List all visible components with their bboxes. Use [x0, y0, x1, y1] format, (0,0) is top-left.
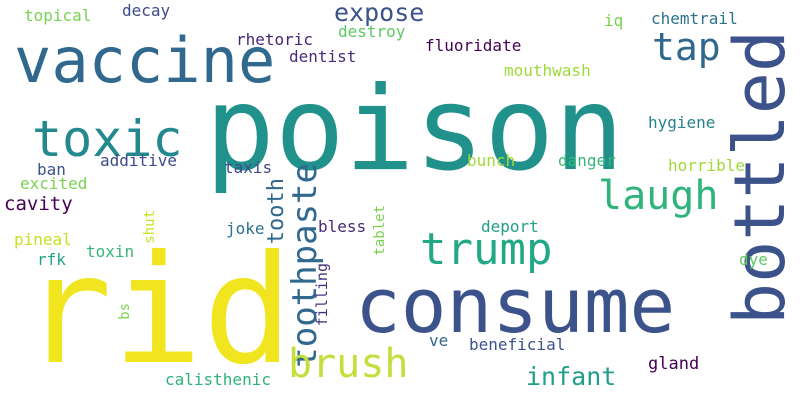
word-iq: iq	[604, 11, 624, 30]
word-pineal: pineal	[14, 230, 72, 249]
word-destroy: destroy	[338, 22, 406, 41]
word-mouthwash: mouthwash	[504, 61, 591, 80]
word-taxis: taxis	[224, 158, 273, 177]
word-topical: topical	[24, 6, 92, 25]
word-excited: excited	[20, 174, 88, 193]
word-calisthenic: calisthenic	[165, 370, 271, 389]
word-hygiene: hygiene	[648, 113, 716, 132]
word-bless: bless	[318, 217, 367, 236]
word-vaccine: vaccine	[14, 24, 276, 97]
word-dentist: dentist	[289, 47, 357, 66]
word-tablet: tablet	[372, 205, 388, 256]
word-expose: expose	[334, 0, 425, 27]
word-rid: rid	[22, 224, 293, 398]
word-tooth: tooth	[264, 178, 289, 245]
word-infant: infant	[526, 362, 617, 391]
word-gland: gland	[648, 354, 700, 374]
word-additive: additive	[100, 151, 178, 170]
word-beneficial: beneficial	[469, 335, 566, 354]
word-rhetoric: rhetoric	[236, 30, 314, 49]
word-laugh: laugh	[598, 173, 719, 219]
word-bunch: bunch	[467, 151, 516, 170]
word-chemtrail: chemtrail	[651, 9, 738, 28]
word-consume: consume	[355, 261, 676, 350]
word-decay: decay	[122, 1, 171, 20]
word-joke: joke	[226, 219, 265, 238]
word-tap: tap	[652, 25, 721, 69]
word-toxic: toxic	[32, 110, 183, 168]
word-trump: trump	[420, 224, 553, 275]
word-fluoridate: fluoridate	[425, 36, 522, 55]
word-cavity: cavity	[4, 193, 73, 215]
word-bs: bs	[117, 303, 133, 320]
word-rfk: rfk	[37, 250, 66, 269]
word-ban: ban	[37, 160, 66, 179]
word-bottled: bottled	[719, 30, 800, 326]
word-danger: danger	[558, 151, 616, 170]
word-filling: filling	[313, 263, 331, 327]
word-ve: ve	[429, 331, 449, 350]
word-brush: brush	[288, 341, 409, 387]
word-deport: deport	[481, 217, 539, 236]
word-dye: dye	[739, 250, 768, 269]
word-poison: poison	[205, 62, 625, 197]
word-horrible: horrible	[668, 156, 746, 175]
word-shut: shut	[142, 210, 158, 244]
word-toxin: toxin	[86, 242, 135, 261]
